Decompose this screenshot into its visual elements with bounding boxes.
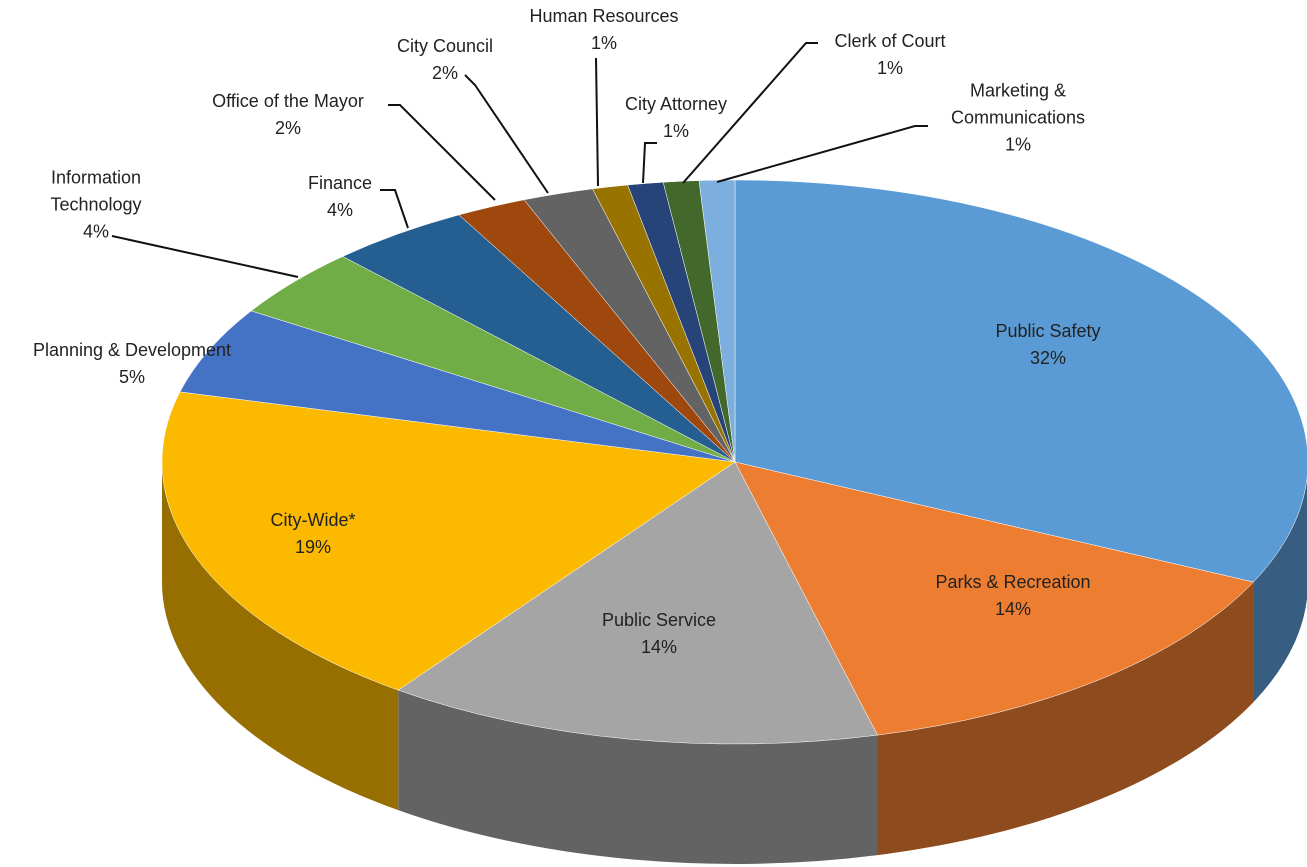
slice-label: Parks & Recreation 14% [935, 569, 1090, 623]
category-label: Planning & Development [32, 340, 232, 360]
slice-label: City-Wide* 19% [270, 507, 355, 561]
category-label: Information Technology [50, 167, 142, 215]
slice-side [398, 690, 878, 864]
slice [734, 179, 1307, 583]
slice-label: Public Safety 32% [995, 318, 1100, 372]
value-label: 1% [876, 58, 904, 78]
slice [179, 310, 736, 463]
value-label: 2% [274, 118, 302, 138]
category-label: Finance [307, 173, 373, 193]
category-label: Office of the Mayor [212, 91, 364, 111]
leader-line [595, 57, 599, 187]
slice-side [877, 582, 1254, 856]
slice-label: Information Technology 4% [21, 165, 171, 246]
leader-line [642, 142, 657, 184]
slice [397, 461, 878, 745]
value-label: 1% [1004, 134, 1031, 155]
category-label: City-Wide* [270, 510, 356, 530]
category-label: Clerk of Court [834, 31, 946, 51]
slice [734, 461, 1254, 736]
slice-label: Human Resources 1% [529, 3, 678, 57]
category-label: Marketing & Communications [950, 80, 1086, 128]
slice [161, 391, 736, 691]
category-label: City Council [396, 36, 494, 56]
slice-side [162, 462, 399, 811]
leader-line [716, 125, 928, 183]
leader-line [682, 42, 818, 184]
slice-label: Marketing & Communications 1% [928, 78, 1108, 159]
leader-line [388, 104, 496, 201]
value-label: 2% [431, 63, 458, 83]
category-label: City Attorney [624, 94, 728, 114]
slice-label: Clerk of Court 1% [834, 28, 945, 82]
value-label: 14% [994, 599, 1032, 619]
value-label: 4% [82, 221, 109, 242]
value-label: 5% [118, 367, 145, 387]
category-label: Parks & Recreation [935, 572, 1091, 592]
slice-label: Office of the Mayor 2% [212, 88, 364, 142]
slice-label: City Attorney 1% [625, 91, 727, 145]
value-label: 4% [326, 200, 354, 220]
category-label: Public Service [601, 610, 717, 630]
value-label: 1% [590, 33, 617, 53]
value-label: 19% [294, 537, 332, 557]
category-label: Public Safety [995, 321, 1101, 341]
slice-label: Finance 4% [308, 170, 372, 224]
leader-line [464, 74, 549, 194]
slice-label: Public Service 14% [602, 607, 716, 661]
value-label: 32% [1029, 348, 1067, 368]
leader-line [111, 235, 299, 278]
slice-label: City Council 2% [397, 33, 493, 87]
leader-line [380, 189, 409, 229]
value-label: 1% [662, 121, 690, 141]
slice [698, 179, 736, 463]
slice-label: Planning & Development 5% [0, 337, 267, 391]
slice-side [1253, 478, 1307, 703]
value-label: 14% [640, 637, 678, 657]
category-label: Human Resources [529, 6, 679, 26]
